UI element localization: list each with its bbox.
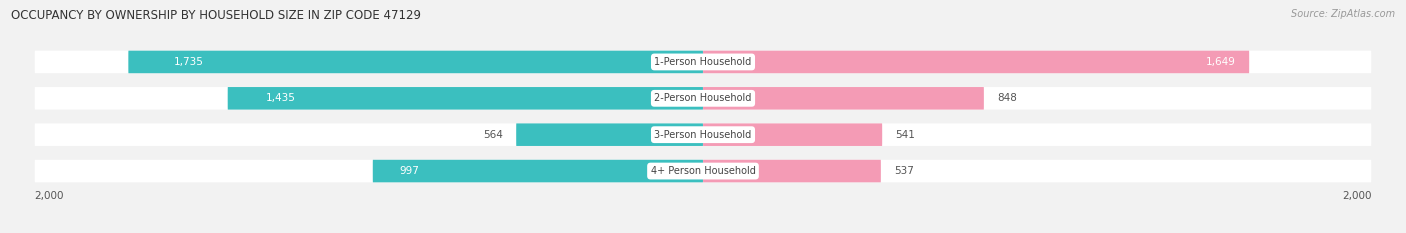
Text: 997: 997: [399, 166, 419, 176]
FancyBboxPatch shape: [228, 87, 703, 110]
FancyBboxPatch shape: [373, 160, 703, 182]
FancyBboxPatch shape: [35, 87, 1371, 110]
Text: 2,000: 2,000: [35, 191, 65, 201]
FancyBboxPatch shape: [35, 160, 1371, 182]
FancyBboxPatch shape: [516, 123, 703, 146]
Text: 848: 848: [997, 93, 1017, 103]
Text: 1,435: 1,435: [266, 93, 295, 103]
Text: 541: 541: [896, 130, 915, 140]
FancyBboxPatch shape: [703, 123, 882, 146]
Text: 2,000: 2,000: [1341, 191, 1371, 201]
FancyBboxPatch shape: [703, 160, 882, 182]
FancyBboxPatch shape: [128, 51, 703, 73]
Text: 1,735: 1,735: [174, 57, 204, 67]
Text: 4+ Person Household: 4+ Person Household: [651, 166, 755, 176]
Text: 564: 564: [484, 130, 503, 140]
FancyBboxPatch shape: [703, 87, 984, 110]
FancyBboxPatch shape: [703, 51, 1249, 73]
Text: 3-Person Household: 3-Person Household: [654, 130, 752, 140]
Text: 1,649: 1,649: [1206, 57, 1236, 67]
Text: 537: 537: [894, 166, 914, 176]
Text: 1-Person Household: 1-Person Household: [654, 57, 752, 67]
FancyBboxPatch shape: [35, 123, 1371, 146]
Text: Source: ZipAtlas.com: Source: ZipAtlas.com: [1291, 9, 1395, 19]
Text: 2-Person Household: 2-Person Household: [654, 93, 752, 103]
Text: OCCUPANCY BY OWNERSHIP BY HOUSEHOLD SIZE IN ZIP CODE 47129: OCCUPANCY BY OWNERSHIP BY HOUSEHOLD SIZE…: [11, 9, 422, 22]
FancyBboxPatch shape: [35, 51, 1371, 73]
